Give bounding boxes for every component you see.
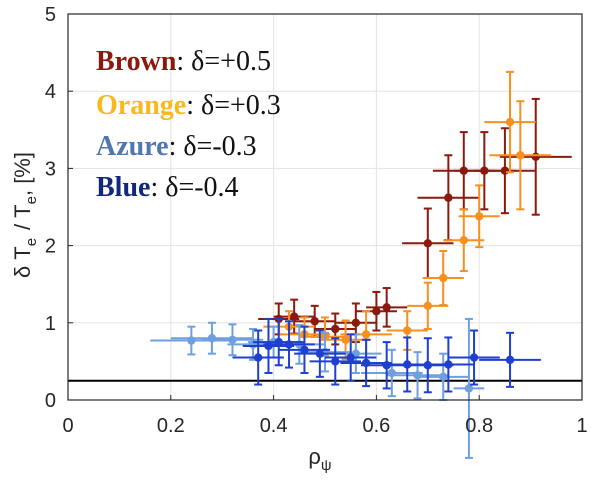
data-point [469,353,479,362]
data-point [459,235,468,245]
data-point [475,212,484,221]
data-point [341,335,350,344]
y-axis-label-sub2: e [23,196,40,204]
legend-entry-blue: Blue: δ=-0.4 [96,172,239,203]
x-tick-label: 0.8 [465,415,493,437]
y-axis-label-t2: T [10,204,35,217]
x-axis-label-subscript: ψ [321,457,332,474]
data-point [228,335,237,344]
data-points [150,70,572,459]
legend-desc-orange: : δ=+0.3 [186,90,281,121]
y-axis-label-slash: / [10,223,35,230]
legend-name-blue: Blue [96,172,150,203]
data-point [423,239,432,248]
x-axis-label-symbol: ρ [308,444,321,469]
y-axis-label-sub1: e [23,238,40,246]
legend-name-orange: Orange [96,90,186,121]
data-point [346,353,355,362]
data-point [505,117,515,127]
series-orange [263,70,552,361]
data-point [331,357,340,366]
legend: Brown: δ=+0.5 Orange: δ=+0.3 Azure: δ=-0… [96,46,281,203]
y-tick-label: 1 [45,313,56,335]
data-point [207,334,217,343]
x-axis-label: ρψ [308,444,331,474]
data-point [289,312,299,321]
x-tick-label: 0 [62,415,73,437]
y-axis-label-delta: δ [10,266,35,278]
y-tick-label: 0 [45,390,56,412]
x-tick-labels: 0 0.2 0.4 0.6 0.8 1 [62,395,588,437]
data-point [500,166,510,175]
legend-name-brown: Brown [96,46,177,77]
legend-entry-azure: Azure: δ=-0.3 [96,131,257,162]
legend-desc-brown: : δ=+0.5 [176,46,271,77]
y-tick-label: 4 [45,81,56,103]
y-tick-label: 3 [45,158,56,180]
data-point [423,301,432,311]
y-axis-label-rest: , [%] [10,152,35,196]
data-point [372,307,381,316]
data-point [351,318,361,327]
data-point [310,317,319,326]
legend-desc-azure: : δ=-0.3 [169,131,257,162]
x-tick-label: 0.2 [157,415,185,437]
x-tick-label: 1 [576,415,587,437]
y-axis-label-t1: T [10,246,35,259]
data-point [531,152,540,162]
series-blue [232,317,541,394]
data-point [300,345,309,355]
data-point [253,353,263,362]
data-point [505,355,515,365]
data-point [439,372,448,382]
y-axis-label: δTe/Te, [%] [10,152,40,278]
data-point [516,151,525,160]
y-tick-label: 5 [45,4,56,26]
data-point [284,340,294,349]
data-point [331,324,340,334]
legend-entry-orange: Orange: δ=+0.3 [96,90,281,121]
data-point [361,330,371,339]
legend-name-azure: Azure [96,131,169,162]
y-tick-label: 2 [45,236,56,258]
y-tick-labels: 0 1 2 3 4 5 [45,4,73,412]
data-point [413,371,422,380]
data-point [382,303,391,312]
legend-desc-blue: : δ=-0.4 [150,172,238,203]
data-point [444,360,453,369]
data-point [315,349,325,358]
data-point [403,326,412,335]
data-point [464,384,474,393]
data-point [439,273,448,283]
plot-frame [67,13,583,401]
x-tick-label: 0.4 [260,415,288,437]
x-tick-label: 0.6 [362,415,390,437]
legend-entry-brown: Brown: δ=+0.5 [96,46,271,77]
data-point [444,193,453,202]
